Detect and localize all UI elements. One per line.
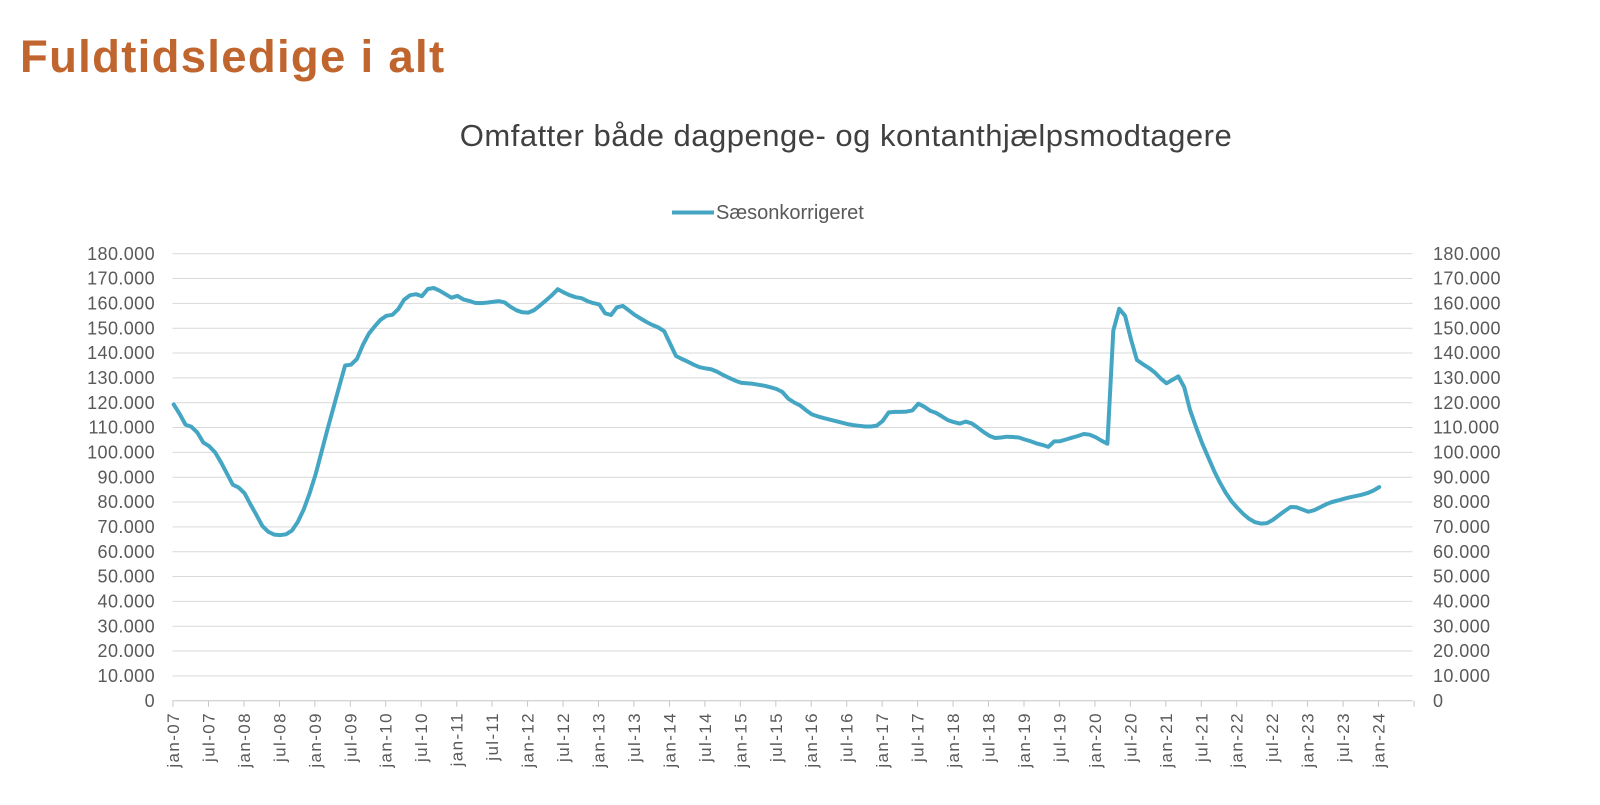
svg-text:50.000: 50.000 <box>98 567 155 587</box>
svg-text:160.000: 160.000 <box>87 294 155 314</box>
svg-text:60.000: 60.000 <box>98 542 155 562</box>
svg-text:150.000: 150.000 <box>1433 318 1501 338</box>
svg-text:10.000: 10.000 <box>98 666 155 686</box>
svg-text:40.000: 40.000 <box>1433 592 1490 612</box>
svg-text:Omfatter både dagpenge- og kon: Omfatter både dagpenge- og kontanthjælps… <box>460 118 1232 153</box>
svg-text:jan-07: jan-07 <box>164 712 183 769</box>
svg-text:jan-12: jan-12 <box>519 712 538 769</box>
svg-text:jan-13: jan-13 <box>590 712 609 769</box>
svg-text:jul-11: jul-11 <box>483 712 502 762</box>
svg-text:jul-17: jul-17 <box>909 712 928 763</box>
svg-text:20.000: 20.000 <box>1433 641 1490 661</box>
svg-text:jan-19: jan-19 <box>1015 712 1034 769</box>
svg-text:jul-09: jul-09 <box>341 712 360 763</box>
svg-text:jul-20: jul-20 <box>1121 712 1140 763</box>
svg-text:jan-22: jan-22 <box>1228 712 1247 769</box>
svg-text:0: 0 <box>1433 691 1443 711</box>
svg-text:jul-23: jul-23 <box>1334 712 1353 763</box>
svg-text:40.000: 40.000 <box>98 592 155 612</box>
svg-text:30.000: 30.000 <box>98 616 155 636</box>
svg-text:170.000: 170.000 <box>87 269 155 289</box>
svg-text:jul-10: jul-10 <box>412 712 431 763</box>
svg-text:90.000: 90.000 <box>1433 467 1490 487</box>
svg-text:180.000: 180.000 <box>87 244 155 264</box>
svg-text:jan-23: jan-23 <box>1299 712 1318 769</box>
svg-text:jul-16: jul-16 <box>838 712 857 763</box>
svg-text:110.000: 110.000 <box>88 418 155 438</box>
svg-text:120.000: 120.000 <box>87 393 155 413</box>
svg-text:170.000: 170.000 <box>1433 269 1501 289</box>
svg-text:jan-24: jan-24 <box>1370 712 1389 769</box>
svg-text:100.000: 100.000 <box>1433 443 1501 463</box>
svg-text:jul-13: jul-13 <box>625 712 644 763</box>
svg-text:jul-15: jul-15 <box>767 712 786 763</box>
svg-text:jul-19: jul-19 <box>1050 712 1069 763</box>
svg-text:jan-10: jan-10 <box>377 712 396 769</box>
svg-text:jan-11: jan-11 <box>448 712 467 767</box>
svg-text:160.000: 160.000 <box>1433 294 1501 314</box>
svg-text:0: 0 <box>145 691 155 711</box>
svg-text:jan-20: jan-20 <box>1086 712 1105 769</box>
svg-text:130.000: 130.000 <box>1433 368 1501 388</box>
svg-text:100.000: 100.000 <box>87 443 155 463</box>
svg-text:130.000: 130.000 <box>87 368 155 388</box>
svg-text:jan-18: jan-18 <box>944 712 963 769</box>
svg-text:Sæsonkorrigeret: Sæsonkorrigeret <box>716 202 864 224</box>
svg-text:jul-12: jul-12 <box>554 712 573 763</box>
svg-text:90.000: 90.000 <box>98 467 155 487</box>
svg-text:80.000: 80.000 <box>1433 492 1490 512</box>
svg-text:150.000: 150.000 <box>87 318 155 338</box>
svg-text:140.000: 140.000 <box>87 343 155 363</box>
svg-text:jan-14: jan-14 <box>660 712 679 769</box>
svg-text:70.000: 70.000 <box>98 517 155 537</box>
svg-text:jan-17: jan-17 <box>873 712 892 769</box>
svg-text:jan-15: jan-15 <box>731 712 750 769</box>
svg-text:20.000: 20.000 <box>98 641 155 661</box>
svg-text:140.000: 140.000 <box>1433 343 1501 363</box>
svg-text:jan-09: jan-09 <box>306 712 325 769</box>
svg-text:jan-21: jan-21 <box>1157 712 1176 769</box>
svg-text:120.000: 120.000 <box>1433 393 1501 413</box>
svg-text:Fuldtidsledige i alt: Fuldtidsledige i alt <box>20 31 445 82</box>
svg-text:180.000: 180.000 <box>1433 244 1501 264</box>
svg-text:jul-21: jul-21 <box>1192 712 1211 763</box>
svg-text:jul-07: jul-07 <box>200 712 219 763</box>
svg-text:jan-16: jan-16 <box>802 712 821 769</box>
svg-text:30.000: 30.000 <box>1433 616 1490 636</box>
svg-text:80.000: 80.000 <box>98 492 155 512</box>
svg-text:jul-14: jul-14 <box>696 712 715 763</box>
svg-text:110.000: 110.000 <box>1433 418 1500 438</box>
svg-text:jul-18: jul-18 <box>980 712 999 763</box>
svg-text:jul-08: jul-08 <box>270 712 289 763</box>
svg-text:60.000: 60.000 <box>1433 542 1490 562</box>
svg-text:jan-08: jan-08 <box>235 712 254 769</box>
svg-text:10.000: 10.000 <box>1433 666 1490 686</box>
svg-text:70.000: 70.000 <box>1433 517 1490 537</box>
svg-text:jul-22: jul-22 <box>1263 712 1282 763</box>
svg-text:50.000: 50.000 <box>1433 567 1490 587</box>
